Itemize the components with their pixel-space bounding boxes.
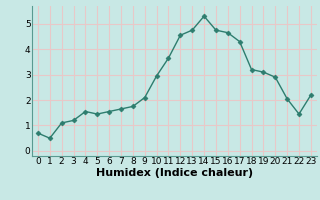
X-axis label: Humidex (Indice chaleur): Humidex (Indice chaleur) — [96, 168, 253, 178]
